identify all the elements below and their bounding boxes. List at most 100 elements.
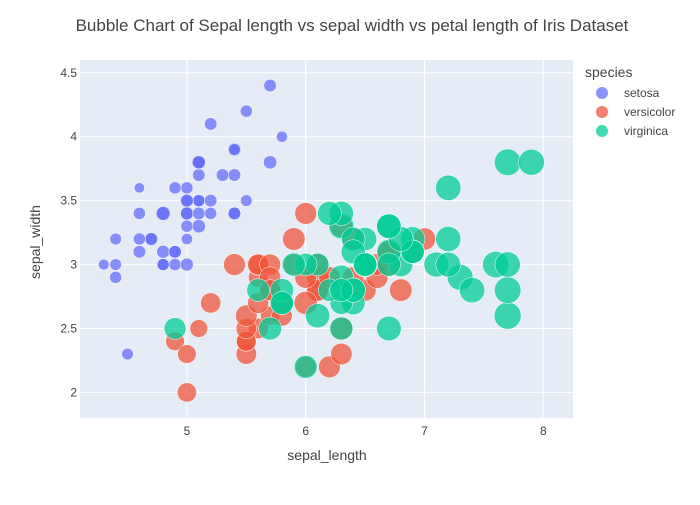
bubble-point[interactable] [389,278,413,302]
bubble-point[interactable] [305,303,331,329]
legend-item-versicolor[interactable]: versicolor [596,105,675,119]
bubble-point[interactable] [98,258,110,271]
bubble-point[interactable] [294,202,317,225]
y-axis-ticks: 2 2.5 3 3.5 4 4.5 [60,66,77,400]
bubble-point[interactable] [133,207,146,220]
legend-label: setosa [624,86,660,100]
legend-marker [596,125,608,137]
x-tick-label: 5 [184,424,191,438]
bubble-point[interactable] [246,278,270,302]
bubble-point[interactable] [263,79,277,93]
bubble-point[interactable] [435,174,462,201]
y-axis-title: sepal_width [27,205,43,279]
legend-marker [596,106,608,118]
bubble-point[interactable] [134,182,145,194]
bubble-point[interactable] [376,213,402,239]
legend[interactable]: species setosa versicolor virginica [585,64,675,138]
bubble-point[interactable] [156,258,170,271]
bubble-point[interactable] [494,148,522,176]
x-tick-label: 6 [302,424,309,438]
bubble-point[interactable] [270,291,294,315]
bubble-point[interactable] [263,155,278,170]
y-tick-label: 2 [70,385,77,399]
bubble-point[interactable] [109,232,122,246]
bubble-point[interactable] [180,193,194,208]
bubble-point[interactable] [227,168,241,182]
bubble-point[interactable] [459,277,485,304]
bubble-point[interactable] [168,258,182,271]
bubble-point[interactable] [376,252,401,277]
x-axis-title: sepal_length [287,447,366,463]
bubble-point[interactable] [518,149,545,176]
bubble-point[interactable] [204,194,218,208]
bubble-layer [98,79,545,403]
legend-label: virginica [624,124,668,138]
bubble-point[interactable] [133,232,146,246]
y-tick-label: 3.5 [60,194,77,208]
bubble-point[interactable] [293,355,318,379]
bubble-point[interactable] [282,227,306,251]
bubble-point[interactable] [121,347,134,361]
bubble-point[interactable] [204,117,218,131]
legend-marker [596,87,608,99]
y-tick-label: 2.5 [60,322,77,336]
bubble-point[interactable] [204,207,218,220]
legend-title: species [585,64,632,80]
bubble-point[interactable] [109,258,122,271]
bubble-point[interactable] [155,206,171,221]
bubble-point[interactable] [177,382,197,403]
bubble-point[interactable] [192,155,206,170]
bubble-point[interactable] [180,206,194,221]
bubble-point[interactable] [376,315,402,342]
bubble-point[interactable] [181,233,193,245]
bubble-point[interactable] [156,245,170,259]
bubble-point[interactable] [144,232,159,246]
x-axis-ticks: 5 6 7 8 [184,424,547,438]
legend-item-virginica[interactable]: virginica [596,124,668,138]
bubble-point[interactable] [223,253,246,276]
bubble-point[interactable] [435,226,462,252]
bubble-point[interactable] [494,251,521,278]
series-setosa [98,79,288,361]
bubble-point[interactable] [435,251,461,278]
bubble-point[interactable] [216,168,230,182]
bubble-point[interactable] [163,317,187,340]
legend-label: versicolor [624,105,675,119]
bubble-point[interactable] [317,201,342,226]
bubble-point[interactable] [200,292,222,314]
bubble-point[interactable] [192,168,206,182]
bubble-point[interactable] [168,245,182,259]
legend-item-setosa[interactable]: setosa [596,86,660,100]
bubble-point[interactable] [227,206,241,220]
bubble-point[interactable] [192,206,206,220]
bubble-point[interactable] [180,257,194,272]
bubble-point[interactable] [258,316,282,341]
bubble-point[interactable] [493,301,522,330]
bubble-point[interactable] [276,130,288,143]
y-tick-label: 4 [70,130,77,144]
bubble-point[interactable] [330,343,353,366]
bubble-point[interactable] [494,276,522,304]
y-tick-label: 4.5 [60,66,77,80]
bubble-point[interactable] [239,104,253,118]
bubble-point[interactable] [353,252,378,277]
bubble-point[interactable] [189,319,208,338]
bubble-point[interactable] [329,278,354,302]
x-tick-label: 8 [540,424,547,438]
bubble-point[interactable] [132,245,146,259]
bubble-point[interactable] [168,181,182,195]
bubble-point[interactable] [240,194,253,207]
bubble-point[interactable] [109,271,122,284]
bubble-point[interactable] [180,181,194,195]
bubble-point[interactable] [191,219,206,234]
bubble-point[interactable] [180,219,194,233]
y-tick-label: 3 [70,258,77,272]
bubble-point[interactable] [281,252,306,277]
bubble-point[interactable] [177,344,197,364]
bubble-point[interactable] [329,316,354,341]
chart-title: Bubble Chart of Sepal length vs sepal wi… [76,16,629,35]
bubble-point[interactable] [192,194,206,207]
bubble-point[interactable] [228,143,241,156]
